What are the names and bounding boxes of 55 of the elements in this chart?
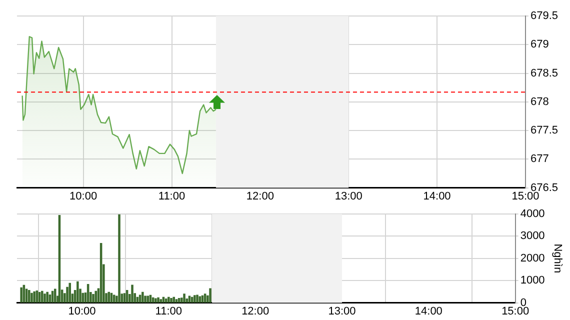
bar (154, 298, 157, 303)
bar (170, 298, 172, 303)
x-tick-label: 12:00 (246, 190, 274, 202)
bar (160, 299, 162, 303)
x-tick-label: 13:00 (328, 305, 356, 318)
bar (131, 284, 134, 303)
bar (68, 282, 71, 303)
x-tick-label: 10:00 (68, 305, 96, 318)
y-tick-label: 2000 (520, 252, 545, 264)
x-tick-label: 15:00 (512, 190, 540, 202)
bar (94, 290, 97, 303)
y-tick-label: 4000 (520, 208, 545, 220)
bar (66, 286, 68, 303)
bar (198, 296, 201, 303)
x-tick-label: 14:00 (423, 190, 451, 202)
x-tick-label: 11:00 (155, 305, 182, 318)
bar (142, 292, 144, 303)
bar (157, 297, 160, 303)
bar (194, 295, 196, 303)
y-tick-label: 679 (530, 38, 549, 51)
bar (92, 294, 94, 303)
bar (20, 287, 22, 303)
x-tick-label: 11:00 (158, 190, 186, 202)
bar (46, 292, 48, 303)
bar (144, 296, 146, 303)
y-tick-label: 679.5 (530, 10, 558, 22)
bar (41, 290, 44, 303)
bar (209, 288, 212, 303)
x-tick-label: 14:00 (414, 305, 442, 318)
y-axis-title: Nghìn (551, 244, 564, 274)
bar (183, 294, 186, 303)
bar (172, 296, 175, 303)
bar (76, 281, 79, 303)
bar (108, 292, 110, 303)
bar (168, 296, 170, 303)
y-tick-label: 678.5 (530, 67, 558, 80)
bar (180, 298, 183, 303)
x-tick-label: 15:00 (502, 305, 530, 318)
x-tick-label: 10:00 (70, 190, 98, 202)
x-tick-label: 12:00 (242, 305, 270, 318)
bar (54, 288, 56, 303)
bar (33, 291, 36, 303)
bar (82, 292, 84, 303)
y-tick-label: 677.5 (530, 124, 558, 137)
x-tick-label: 13:00 (334, 190, 362, 202)
bar (28, 290, 30, 303)
bar (44, 294, 46, 303)
bar (146, 296, 149, 303)
y-tick-label: 677 (530, 153, 549, 166)
bar (118, 214, 120, 303)
bar (30, 292, 33, 303)
y-tick-label: 678 (530, 96, 549, 108)
y-tick-label: 1000 (520, 274, 545, 287)
y-tick-label: 3000 (520, 230, 545, 242)
bar (196, 294, 198, 303)
